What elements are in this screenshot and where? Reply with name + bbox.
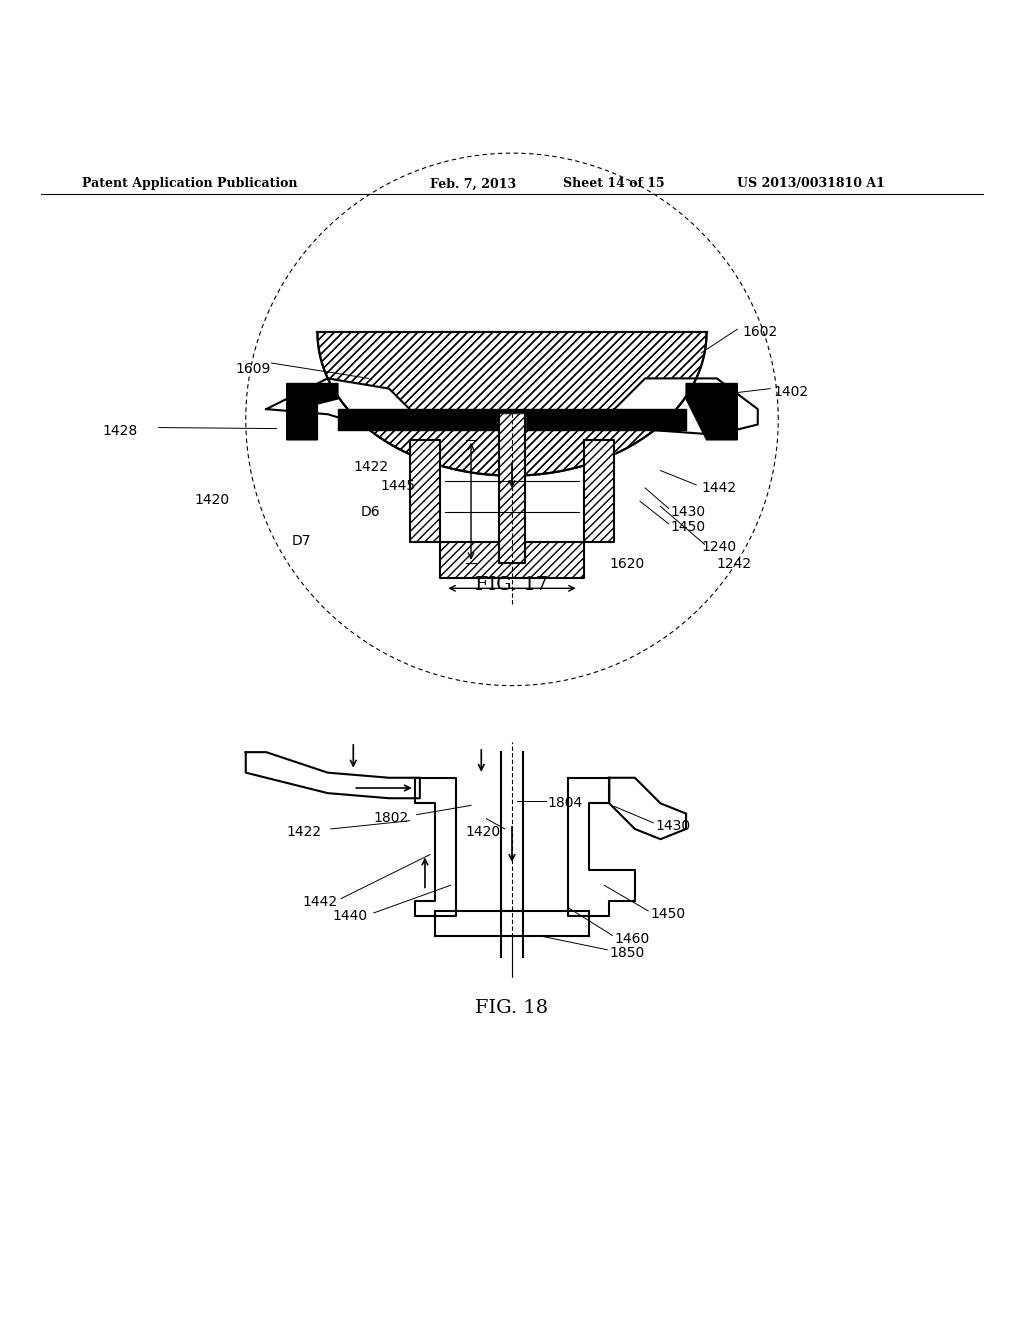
Text: 1602: 1602: [742, 325, 777, 339]
Text: 1450: 1450: [650, 907, 685, 921]
Polygon shape: [317, 333, 707, 475]
Polygon shape: [287, 384, 338, 440]
Polygon shape: [410, 440, 440, 543]
Text: 1804: 1804: [548, 796, 583, 810]
Text: Feb. 7, 2013: Feb. 7, 2013: [430, 177, 516, 190]
Text: 1428: 1428: [102, 424, 137, 438]
Text: 1450: 1450: [671, 520, 706, 533]
Polygon shape: [686, 384, 737, 440]
Polygon shape: [614, 379, 758, 434]
Text: 1430: 1430: [655, 818, 690, 833]
Text: 1442: 1442: [701, 480, 736, 495]
Text: 1422: 1422: [287, 825, 322, 840]
Polygon shape: [584, 440, 614, 543]
Text: Sheet 14 of 15: Sheet 14 of 15: [563, 177, 665, 190]
Polygon shape: [415, 777, 456, 916]
Polygon shape: [317, 333, 707, 475]
Text: D7: D7: [292, 535, 311, 548]
Polygon shape: [609, 777, 686, 840]
Text: FIG. 18: FIG. 18: [475, 999, 549, 1018]
Text: D6: D6: [360, 504, 380, 519]
Polygon shape: [440, 543, 584, 578]
Text: 1240: 1240: [701, 540, 736, 554]
Polygon shape: [266, 379, 410, 429]
Text: 1802: 1802: [374, 810, 409, 825]
Text: 1620: 1620: [609, 557, 644, 570]
Text: 1422: 1422: [353, 461, 388, 474]
Text: 1440: 1440: [333, 909, 368, 923]
Polygon shape: [246, 752, 420, 799]
Text: 1430: 1430: [671, 504, 706, 519]
Text: 1850: 1850: [609, 946, 644, 960]
Text: 1445: 1445: [381, 479, 416, 492]
Polygon shape: [568, 777, 635, 916]
Text: 1242: 1242: [717, 557, 752, 570]
Text: FIG. 17: FIG. 17: [475, 577, 549, 594]
Bar: [500, 414, 524, 562]
Text: 1402: 1402: [773, 384, 808, 399]
Text: US 2013/0031810 A1: US 2013/0031810 A1: [737, 177, 885, 190]
Text: 1420: 1420: [195, 494, 229, 507]
Text: Patent Application Publication: Patent Application Publication: [82, 177, 297, 190]
Text: 1609: 1609: [236, 362, 271, 376]
Text: 1442: 1442: [302, 895, 337, 908]
Text: 1420: 1420: [466, 825, 501, 840]
Text: 1460: 1460: [614, 932, 649, 945]
